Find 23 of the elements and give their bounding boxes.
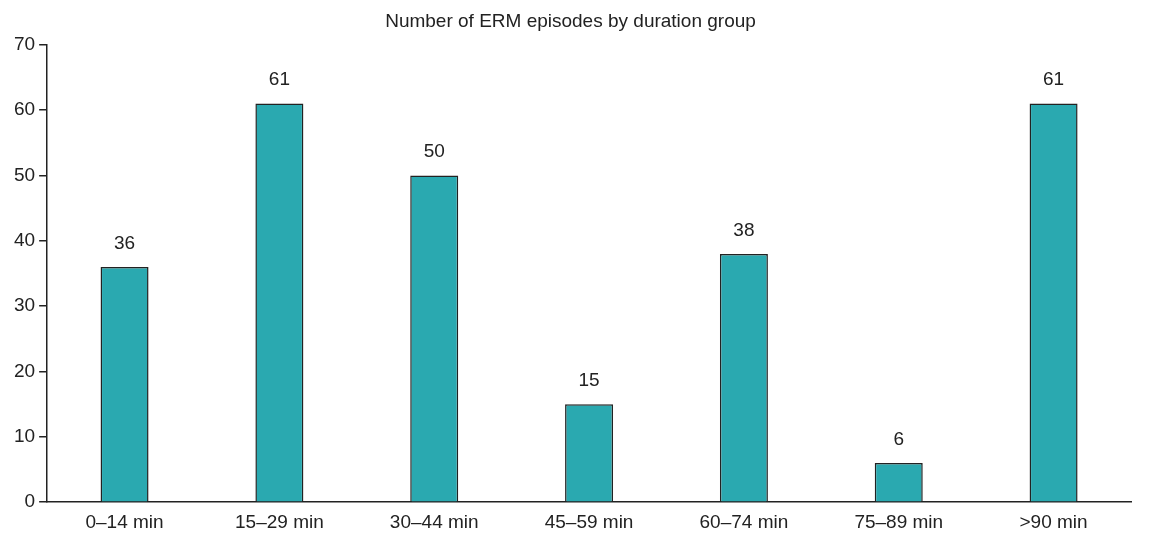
y-tick-label: 70 [13, 33, 36, 55]
y-tick-label: 20 [13, 359, 36, 381]
data-label: 36 [113, 231, 136, 253]
data-label: 15 [578, 368, 600, 390]
y-tick-label: 0 [24, 490, 36, 512]
data-label: 38 [733, 218, 755, 240]
y-tick-label: 60 [13, 98, 36, 120]
y-tick-label: 10 [13, 425, 36, 447]
data-label: 50 [423, 140, 445, 162]
x-tick-label: 75–89 min [854, 510, 944, 532]
y-tick-label: 40 [13, 229, 36, 251]
x-tick-label: 30–44 min [389, 510, 479, 532]
x-tick-label: >90 min [1019, 510, 1088, 532]
data-label: 6 [893, 427, 905, 449]
x-tick-label: 45–59 min [544, 510, 634, 532]
data-label: 61 [268, 68, 290, 90]
x-tick-label: 0–14 min [85, 510, 164, 532]
chart-title: Number of ERM episodes by duration group [385, 9, 756, 31]
data-label: 61 [1043, 68, 1065, 90]
y-tick-label: 30 [13, 294, 36, 316]
x-tick-label: 60–74 min [699, 510, 789, 532]
y-tick-label: 50 [13, 163, 36, 185]
x-tick-label: 15–29 min [235, 510, 324, 532]
